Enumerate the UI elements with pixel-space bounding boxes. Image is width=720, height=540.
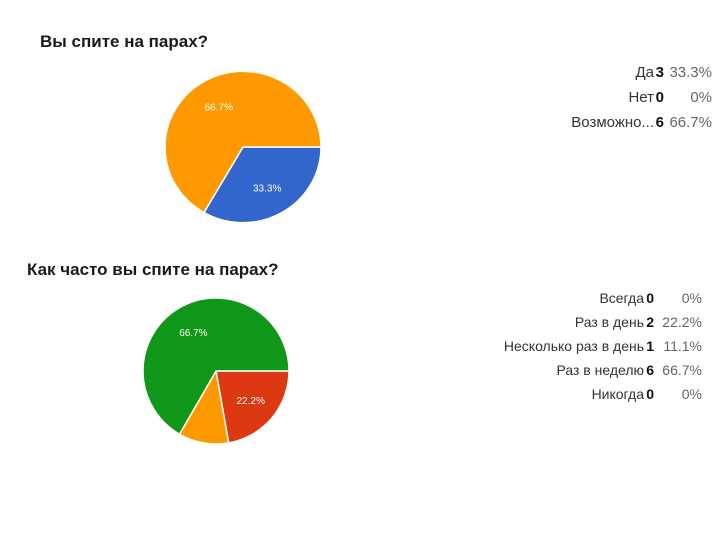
legend-count: 6 xyxy=(646,362,654,378)
legend-percent: 0% xyxy=(681,290,702,306)
chart-sleep-in-class: Вы спите на парах? 33.3% 66.7% Да 3 33.3% Не… xyxy=(0,0,720,250)
slice-label: 66.7% xyxy=(205,102,233,113)
legend-count: 0 xyxy=(646,386,654,402)
legend-row: Возможно... 6 66.7% xyxy=(571,110,712,135)
slice-label: 33.3% xyxy=(253,184,281,195)
legend-label: Нет xyxy=(628,89,654,106)
legend-percent: 22.2% xyxy=(662,314,702,330)
legend-label: Раз в день xyxy=(574,314,644,330)
pie-chart: 22.2% 66.7% xyxy=(142,297,290,445)
legend-count: 3 xyxy=(655,64,664,81)
legend-percent: 11.1% xyxy=(663,338,702,354)
legend-count: 1 xyxy=(646,338,654,354)
pie-slice xyxy=(202,146,322,224)
legend-label: Всегда xyxy=(599,290,644,306)
legend-count: 0 xyxy=(655,89,664,106)
legend-percent: 66.7% xyxy=(662,362,702,378)
legend-label: Раз в неделю xyxy=(556,362,644,378)
pie-slice xyxy=(164,70,322,214)
legend-row: Нет 0 0% xyxy=(571,85,712,110)
legend: Да 3 33.3% Нет 0 0% Возможно... 6 66.7% xyxy=(571,60,712,135)
legend-percent: 0% xyxy=(690,89,712,106)
pie-slice xyxy=(215,370,290,444)
legend-label: Несколько раз в день xyxy=(503,338,644,354)
legend-count: 0 xyxy=(646,290,654,306)
legend-row: Раз в неделю 6 66.7% xyxy=(504,358,702,382)
slice-label: 22.2% xyxy=(236,396,264,407)
chart-title: Вы спите на парах? xyxy=(40,32,209,51)
legend-label: Никогда xyxy=(591,386,644,402)
legend-label: Да xyxy=(635,64,654,81)
legend: Всегда 0 0% Раз в день 2 22.2% Несколько раз в… xyxy=(504,286,702,406)
chart-title: Как часто вы спите на парах? xyxy=(27,260,279,279)
chart-sleep-frequency: Как часто вы спите на парах? 22.2% 66.7% … xyxy=(0,250,720,480)
legend-row: Да 3 33.3% xyxy=(571,60,712,85)
legend-count: 2 xyxy=(646,314,654,330)
pie-chart: 33.3% 66.7% xyxy=(164,70,322,224)
legend-count: 6 xyxy=(655,114,664,131)
legend-row: Всегда 0 0% xyxy=(504,286,702,310)
legend-label: Возможно... xyxy=(571,114,654,131)
legend-percent: 66.7% xyxy=(669,114,712,131)
legend-row: Никогда 0 0% xyxy=(504,382,702,406)
legend-percent: 33.3% xyxy=(669,64,712,81)
legend-row: Несколько раз в день 1 11.1% xyxy=(504,334,702,358)
legend-percent: 0% xyxy=(681,386,702,402)
legend-row: Раз в день 2 22.2% xyxy=(504,310,702,334)
pie-slice xyxy=(142,297,290,436)
slice-label: 66.7% xyxy=(179,328,207,339)
